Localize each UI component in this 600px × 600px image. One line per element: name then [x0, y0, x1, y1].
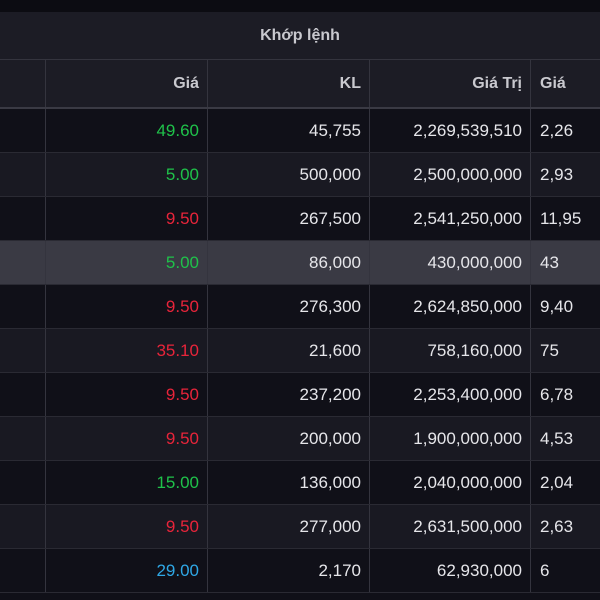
cell-value: 2,500,000,000: [370, 153, 531, 196]
cell-volume: 276,300: [208, 285, 370, 328]
cell-price: 15.00: [46, 461, 208, 504]
column-header-symbol[interactable]: [0, 60, 46, 107]
cell-volume: 200,000: [208, 417, 370, 460]
cell-price: 9.50: [46, 417, 208, 460]
cell-value: 2,040,000,000: [370, 461, 531, 504]
cell-value: 430,000,000: [370, 241, 531, 284]
cell-value: 2,631,500,000: [370, 505, 531, 548]
cell-volume: 45,755: [208, 109, 370, 152]
table-row[interactable]: 9.50 267,500 2,541,250,000 11,95: [0, 197, 600, 241]
column-header-value[interactable]: Giá Trị: [370, 60, 531, 107]
table-row[interactable]: 9.50 237,200 2,253,400,000 6,78: [0, 373, 600, 417]
cell-volume: 500,000: [208, 153, 370, 196]
cell-symbol: [0, 153, 46, 196]
column-header-volume[interactable]: KL: [208, 60, 370, 107]
cell-price: 9.50: [46, 373, 208, 416]
cell-value: 2,624,850,000: [370, 285, 531, 328]
cell-symbol: [0, 285, 46, 328]
cell-price: 29.00: [46, 549, 208, 592]
cell-next-price: 2,04: [540, 472, 574, 492]
cell-value: 2,541,250,000: [370, 197, 531, 240]
cell-symbol: [0, 109, 46, 152]
cell-symbol: [0, 461, 46, 504]
table-row[interactable]: 29.00 2,170 62,930,000 6: [0, 549, 600, 593]
cell-next-price: 6,78: [540, 384, 574, 404]
cell-next-price: 6: [540, 560, 550, 580]
cell-price: 5.00: [46, 241, 208, 284]
table-row[interactable]: 49.60 45,755 2,269,539,510 2,26: [0, 109, 600, 153]
cell-symbol: [0, 549, 46, 592]
cell-price: 9.50: [46, 285, 208, 328]
cell-symbol: [0, 373, 46, 416]
table-row[interactable]: 35.10 21,600 758,160,000 75: [0, 329, 600, 373]
table-row[interactable]: 9.50 200,000 1,900,000,000 4,53: [0, 417, 600, 461]
cell-volume: 136,000: [208, 461, 370, 504]
cell-symbol: [0, 197, 46, 240]
cell-next-price: 2,26: [540, 120, 574, 140]
cell-next-price: 2,93: [540, 164, 574, 184]
cell-volume: 237,200: [208, 373, 370, 416]
table-row[interactable]: 15.00 136,000 2,040,000,000 2,04: [0, 461, 600, 505]
column-header-next-price[interactable]: Giá: [540, 74, 566, 92]
table-body: 49.60 45,755 2,269,539,510 2,26 5.00 500,000 2…: [0, 109, 600, 593]
cell-value: 2,253,400,000: [370, 373, 531, 416]
cell-volume: 21,600: [208, 329, 370, 372]
cell-next-price: 2,63: [540, 516, 574, 536]
table-row[interactable]: 9.50 277,000 2,631,500,000 2,63: [0, 505, 600, 549]
group-header-khop-lenh: Khớp lệnh: [0, 12, 600, 60]
cell-symbol: [0, 329, 46, 372]
cell-value: 758,160,000: [370, 329, 531, 372]
table-row[interactable]: 5.00 500,000 2,500,000,000 2,93: [0, 153, 600, 197]
table-row[interactable]: 5.00 86,000 430,000,000 43: [0, 241, 600, 285]
cell-volume: 2,170: [208, 549, 370, 592]
table-row[interactable]: 9.50 276,300 2,624,850,000 9,40: [0, 285, 600, 329]
cell-next-price: 9,40: [540, 296, 574, 316]
cell-volume: 86,000: [208, 241, 370, 284]
cell-symbol: [0, 505, 46, 548]
group-header-title: Khớp lệnh: [260, 26, 340, 44]
column-header-row: Giá KL Giá Trị Giá: [0, 60, 600, 109]
cell-next-price: 4,53: [540, 428, 574, 448]
cell-price: 49.60: [46, 109, 208, 152]
cell-value: 2,269,539,510: [370, 109, 531, 152]
cell-price: 35.10: [46, 329, 208, 372]
cell-next-price: 75: [540, 340, 559, 360]
cell-price: 9.50: [46, 197, 208, 240]
cell-symbol: [0, 241, 46, 284]
cell-value: 62,930,000: [370, 549, 531, 592]
cell-volume: 267,500: [208, 197, 370, 240]
cell-next-price: 43: [540, 252, 559, 272]
cell-price: 5.00: [46, 153, 208, 196]
cell-next-price: 11,95: [540, 208, 582, 228]
cell-value: 1,900,000,000: [370, 417, 531, 460]
cell-price: 9.50: [46, 505, 208, 548]
cell-symbol: [0, 417, 46, 460]
cell-volume: 277,000: [208, 505, 370, 548]
column-header-price[interactable]: Giá: [46, 60, 208, 107]
